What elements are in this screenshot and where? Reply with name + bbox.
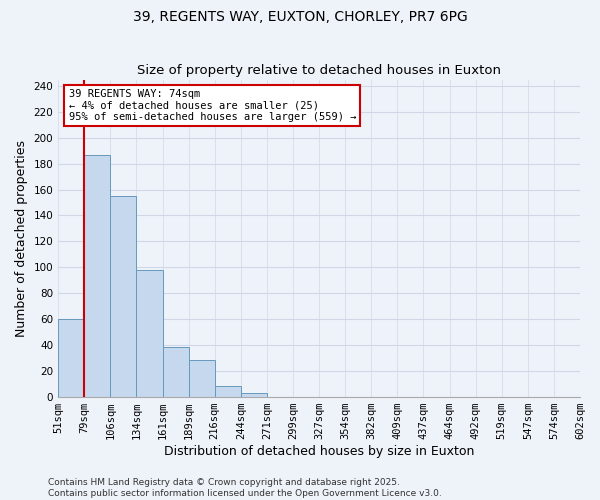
Bar — [84, 154, 110, 396]
Text: Contains HM Land Registry data © Crown copyright and database right 2025.
Contai: Contains HM Land Registry data © Crown c… — [48, 478, 442, 498]
Bar — [215, 386, 241, 396]
Text: 39, REGENTS WAY, EUXTON, CHORLEY, PR7 6PG: 39, REGENTS WAY, EUXTON, CHORLEY, PR7 6P… — [133, 10, 467, 24]
Bar — [241, 392, 267, 396]
X-axis label: Distribution of detached houses by size in Euxton: Distribution of detached houses by size … — [164, 444, 474, 458]
Bar — [136, 270, 163, 396]
Text: 39 REGENTS WAY: 74sqm
← 4% of detached houses are smaller (25)
95% of semi-detac: 39 REGENTS WAY: 74sqm ← 4% of detached h… — [68, 89, 356, 122]
Title: Size of property relative to detached houses in Euxton: Size of property relative to detached ho… — [137, 64, 501, 77]
Bar — [110, 196, 136, 396]
Y-axis label: Number of detached properties: Number of detached properties — [15, 140, 28, 336]
Bar — [58, 319, 84, 396]
Bar — [188, 360, 215, 396]
Bar — [163, 348, 188, 397]
